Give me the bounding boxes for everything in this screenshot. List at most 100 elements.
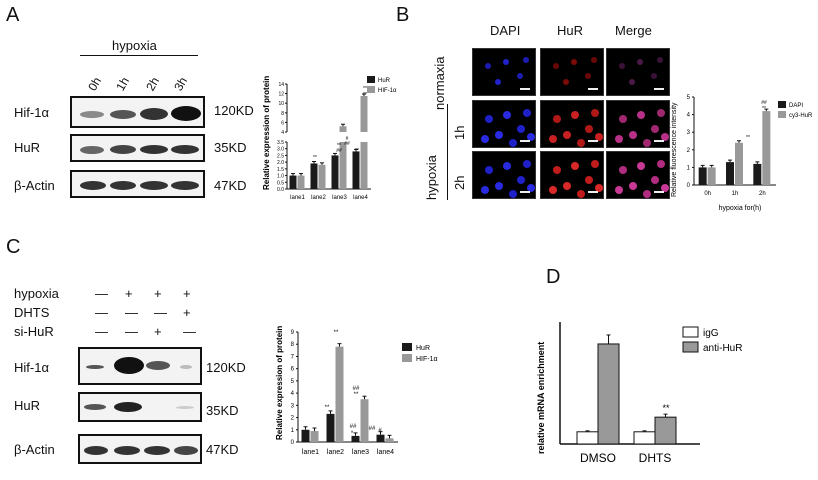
sign-r1-c3: + [154, 286, 162, 301]
cell-spot [523, 109, 531, 117]
panel-B-row-2h: 2h [452, 175, 467, 190]
chart-C-annotation: # [378, 428, 382, 434]
chart-C-ytick-label: 4 [291, 391, 295, 397]
cell-spot [495, 79, 501, 85]
chart-A-ytick-label: 0.5 [277, 180, 284, 186]
cell-spot [651, 176, 659, 184]
chart-C-bar [360, 399, 369, 442]
chart-C-ylabel: Relative expression of protein [275, 326, 284, 440]
cell-spot [643, 139, 651, 147]
cell-spot [657, 57, 663, 63]
chart-D-bar [633, 431, 656, 445]
panel-A-protein-hur: HuR [14, 140, 41, 155]
chart-B-bar [726, 162, 734, 185]
chart-B-bar [762, 111, 771, 185]
scale-bar [588, 140, 598, 142]
chart-A-xtick-label: lane2 [311, 195, 326, 201]
sign-r3-c2: — [125, 324, 138, 339]
cell-spot [553, 166, 561, 174]
chart-C-ytick-label: 1 [291, 428, 295, 434]
cell-spot [629, 79, 635, 85]
cell-spot [563, 182, 571, 190]
scale-bar [654, 140, 664, 142]
cell-spot [629, 131, 637, 139]
chart-B-annotation: ** [762, 106, 766, 112]
chart-D-annotation: ** [662, 403, 670, 413]
chart-C-ytick-label: 3 [291, 403, 295, 409]
chart-A-bar [310, 163, 318, 189]
chart-C-bar [310, 431, 319, 442]
chart-A-bar [318, 164, 326, 189]
chart-B-legend-label: DAPI [789, 103, 803, 109]
chart-B-legend-label: cy3-HuR [789, 113, 813, 119]
cell-spot [595, 133, 603, 141]
micrograph-r2-c1 [472, 100, 536, 148]
chart-A-bar-high [339, 126, 347, 132]
chart-D-xtick-label: DMSO [580, 451, 616, 465]
chart-A-annotation: ## [336, 148, 342, 154]
chart-D-legend-swatch [682, 341, 699, 353]
cell-spot [485, 63, 491, 69]
chart-D-bar [597, 343, 620, 445]
panel-A-condition-bar [80, 55, 198, 56]
cell-spot [615, 186, 623, 194]
panel-D-chart: relative mRNA enrichment DMSO DHTS ** igG an… [536, 322, 742, 465]
panel-C-blot-hur [78, 392, 202, 422]
chart-B-bar [698, 167, 707, 185]
chart-D-legend-swatch [682, 326, 699, 338]
chart-B-bar [735, 142, 743, 185]
chart-C-bar [326, 413, 335, 442]
chart-B-ytick-label: 3 [687, 130, 691, 136]
cell-spot [585, 73, 591, 79]
chart-C-ytick-label: 6 [291, 367, 295, 373]
cell-spot [629, 182, 637, 190]
sign-r2-c1: — [95, 305, 108, 320]
cell-spot [637, 162, 645, 170]
cell-spot [571, 162, 579, 170]
cell-spot [591, 160, 599, 168]
sign-r3-c1: — [95, 324, 108, 339]
chart-D-bar [654, 416, 677, 445]
chart-A-annotation: ** [313, 155, 317, 161]
cell-spot [637, 59, 643, 65]
chart-C-annotation: ## [350, 424, 357, 430]
panel-C-blot-hif [78, 347, 202, 385]
chart-B-ytick-label: 5 [687, 95, 691, 101]
chart-A-ytick-label: 10 [278, 101, 284, 107]
panel-A-blot-hif [70, 96, 205, 128]
cell-spot [485, 115, 493, 123]
cell-spot [657, 109, 665, 117]
panel-C-letter: C [6, 236, 21, 258]
panel-C-protein-hur: HuR [14, 398, 41, 413]
chart-A-annotation: ** [363, 92, 367, 98]
chart-C-legend-label: HIF-1α [416, 356, 438, 363]
panel-A-time-0h: 0h [85, 74, 105, 94]
chart-A-annotation: # [346, 136, 349, 142]
cell-spot [571, 111, 579, 119]
micrograph-r2-c3 [606, 100, 670, 148]
cell-spot [591, 109, 599, 117]
chart-C-ytick-label: 2 [291, 416, 295, 422]
sign-r3-c4: — [183, 324, 196, 339]
chart-C-ytick-label: 9 [291, 330, 295, 336]
panel-B-col-dapi: DAPI [490, 23, 521, 38]
cell-spot [549, 186, 557, 194]
panel-A-protein-hif: Hif-1α [14, 105, 49, 120]
chart-B-ytick-label: 0 [687, 183, 691, 189]
micrograph-r1-c1 [472, 48, 536, 96]
panel-A-size-hur: 35KD [214, 140, 247, 155]
chart-D-legend-label: igG [703, 328, 719, 339]
cell-spot [571, 59, 577, 65]
panel-B-chart: Relative fluorescence intensity hypoxia … [671, 95, 813, 212]
chart-A-ytick-label: 2.0 [277, 160, 284, 166]
chart-A-xtick-label: lane1 [290, 195, 305, 201]
cell-spot [523, 57, 529, 63]
cell-spot [619, 115, 627, 123]
cell-spot [619, 63, 625, 69]
chart-A-xtick-label: lane3 [332, 195, 347, 201]
panel-B-group-hypoxia: hypoxia [424, 155, 439, 200]
panel-A-size-actin: 47KD [214, 178, 247, 193]
cell-spot [563, 131, 571, 139]
chart-A-bar [331, 155, 339, 189]
chart-C-legend-swatch [402, 343, 412, 351]
